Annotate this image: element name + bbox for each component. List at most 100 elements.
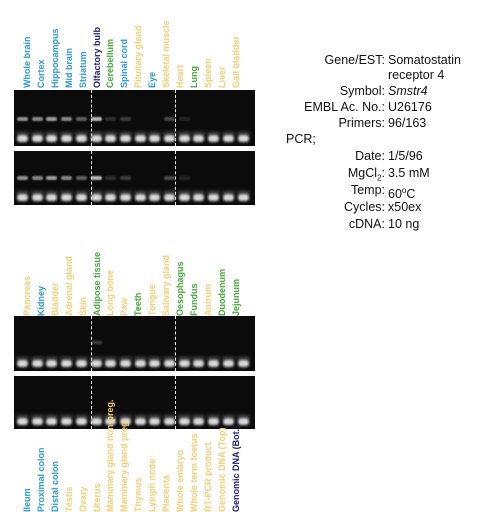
lane-label: Skin [78, 297, 88, 316]
gel-band [90, 194, 102, 201]
gel-band [30, 357, 44, 360]
gel-band [193, 194, 205, 201]
temp-label: Temp: [350, 183, 385, 197]
gel-band [75, 176, 87, 180]
gel-band [45, 415, 59, 418]
lane-label-text: Pituitary gland [133, 25, 144, 88]
gel-band [236, 357, 250, 360]
gel-band [221, 132, 235, 135]
gel-band [193, 135, 205, 142]
gel-band [164, 117, 175, 121]
gel-band [75, 194, 87, 201]
temp-value: 60oC [388, 186, 416, 202]
lane-label: Proximal colon [36, 447, 46, 512]
lane-label: Placenta [161, 475, 171, 512]
lane-label-text: Ovary [77, 486, 88, 512]
date-value: 1/5/96 [388, 149, 423, 163]
gel-band [134, 360, 146, 367]
cdna-label: cDNA: [348, 217, 385, 231]
gel-band [148, 132, 162, 135]
lane-label: Olfactory bulb [92, 27, 102, 88]
lane-label: Oesophagus [175, 261, 185, 316]
gel-band [118, 357, 132, 360]
gel-band [237, 418, 249, 425]
lane-label: Genomic DNA (Top) [217, 428, 227, 512]
gel-band [75, 360, 87, 367]
lane-label: Distal colon [50, 461, 60, 512]
lane-label: Mammary gland non-preg. [105, 399, 115, 512]
mgcl-label: MgCl2: [347, 166, 385, 183]
gel-band [31, 360, 43, 367]
gel-band [133, 357, 147, 360]
gel-band [75, 135, 87, 142]
gel-band [46, 117, 58, 121]
lane-label-text: Cerebellum [105, 38, 116, 88]
gene-value-line2: receptor 4 [388, 68, 445, 82]
gel-band [75, 117, 87, 121]
gel-band [105, 135, 117, 142]
gel-band [30, 132, 44, 135]
lane-label-text: Testis [63, 486, 74, 512]
gel-band [178, 194, 190, 201]
gel-band [17, 176, 28, 180]
gel-band [31, 418, 43, 425]
gel-band [222, 135, 234, 142]
gel-band [208, 360, 220, 367]
gel-band [31, 135, 43, 142]
gel-band [16, 357, 29, 360]
lane-label-text: Jejunum [230, 278, 241, 316]
gel-band [134, 418, 146, 425]
lane-label: Lymph node [147, 459, 157, 512]
lane-label: Jejunum [231, 279, 241, 316]
gel-band [222, 194, 234, 201]
gel-band [133, 191, 147, 194]
lane-label-text: Lymph node [147, 458, 158, 512]
gel-band [104, 357, 118, 360]
gel-band [45, 132, 59, 135]
lane-label-text: Teeth [133, 292, 144, 316]
pcr-label: PCR; [286, 132, 316, 146]
symbol-label: Symbol: [339, 84, 385, 98]
lane-label-text: Mammary gland preg. [119, 418, 130, 512]
lane-label: Spinal cord [119, 39, 129, 88]
gel-band [30, 415, 44, 418]
lane-label-text: Placenta [161, 474, 171, 512]
lane-label-text: Cortex [35, 59, 46, 88]
gel-band [105, 117, 117, 121]
gel-band [89, 191, 103, 194]
gel-band [221, 357, 235, 360]
lane-label: Liver [217, 66, 227, 88]
gel-band [60, 191, 74, 194]
gel-band [177, 132, 191, 135]
gel-band [221, 191, 235, 194]
gel-band [60, 357, 74, 360]
lane-label: Lung [189, 66, 199, 88]
lane-label: Pituitary gland [133, 25, 143, 88]
gel-band [74, 415, 88, 418]
gene-value: Somatostatin [388, 53, 461, 67]
lane-label-text: Liver [216, 66, 227, 88]
lane-label-text: Olfactory bulb [91, 26, 102, 88]
lane-label: Spleen [203, 58, 213, 88]
gel-band [89, 415, 103, 418]
lane-label-text: Duodenum [216, 269, 227, 316]
gel-band [90, 117, 102, 121]
lane-label-text: RT-PCR product [202, 442, 213, 512]
lane-label: Salivary gland [161, 255, 171, 316]
lane-label: Pancreas [22, 276, 32, 316]
gel-band [193, 418, 205, 425]
lane-label-text: Long bone [105, 270, 116, 316]
lane-label-text: Tongue [147, 284, 158, 316]
lane-label: Eye [147, 72, 157, 88]
gel-band [236, 415, 250, 418]
lane-label-text: Skin [77, 296, 88, 316]
gel-band [61, 135, 73, 142]
panel2-gel-top [14, 316, 255, 371]
gel-band [74, 191, 88, 194]
lane-label: Teeth [133, 293, 143, 316]
gel-band [178, 176, 190, 180]
gel-band [119, 176, 131, 180]
gel-band [105, 194, 117, 201]
gel-band [105, 176, 117, 180]
lane-label-text: Gall bladder [230, 35, 241, 88]
